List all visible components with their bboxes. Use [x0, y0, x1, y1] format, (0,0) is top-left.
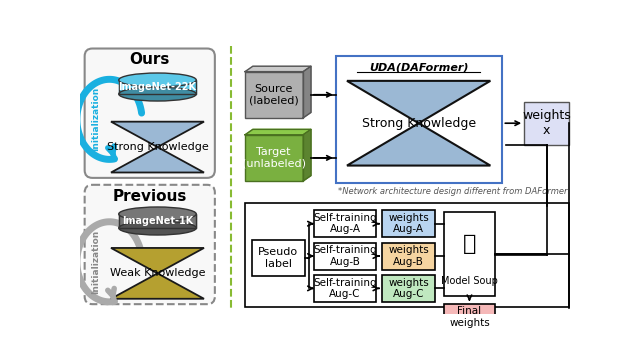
Text: weights
x: weights x: [522, 109, 571, 137]
Polygon shape: [111, 122, 204, 173]
Ellipse shape: [119, 87, 196, 101]
Text: Final
weights: Final weights: [449, 306, 490, 328]
Polygon shape: [245, 129, 311, 135]
Ellipse shape: [119, 207, 196, 221]
Text: Ours: Ours: [129, 52, 170, 67]
Bar: [245, 203, 569, 307]
Bar: [245, 72, 303, 118]
Text: weights
Aug-C: weights Aug-C: [388, 277, 429, 299]
Text: Weak Knowledge: Weak Knowledge: [109, 268, 205, 279]
Text: Strong Knowledge: Strong Knowledge: [362, 117, 476, 130]
Polygon shape: [119, 214, 196, 228]
Polygon shape: [303, 66, 311, 118]
Text: Source
(labeled): Source (labeled): [249, 84, 299, 106]
Text: Model Soup: Model Soup: [441, 276, 498, 286]
Bar: [252, 240, 305, 276]
Text: ImageNet-22K: ImageNet-22K: [118, 82, 196, 92]
Bar: [382, 275, 435, 302]
FancyBboxPatch shape: [84, 185, 215, 304]
Text: *Network architecture design different from DAFormer: *Network architecture design different f…: [338, 187, 568, 196]
Text: Initialization: Initialization: [91, 230, 100, 294]
Polygon shape: [303, 129, 311, 181]
Bar: [382, 210, 435, 237]
Polygon shape: [245, 66, 311, 72]
Bar: [245, 135, 303, 181]
Bar: [382, 243, 435, 269]
Bar: [336, 56, 502, 183]
Bar: [314, 275, 376, 302]
Text: UDA(DAFormer): UDA(DAFormer): [369, 62, 468, 72]
Text: Strong Knowledge: Strong Knowledge: [107, 142, 209, 152]
Text: 🍜: 🍜: [463, 234, 476, 254]
Text: weights
Aug-A: weights Aug-A: [388, 213, 429, 234]
Text: Previous: Previous: [113, 189, 187, 204]
Ellipse shape: [119, 221, 196, 235]
Text: Self-training
Aug-B: Self-training Aug-B: [313, 245, 377, 267]
FancyBboxPatch shape: [84, 48, 215, 178]
Text: weights
Aug-B: weights Aug-B: [388, 245, 429, 267]
Polygon shape: [111, 248, 204, 299]
Ellipse shape: [119, 73, 196, 87]
Bar: [444, 304, 495, 331]
Polygon shape: [119, 80, 196, 94]
Polygon shape: [347, 81, 490, 166]
Bar: [314, 210, 376, 237]
Bar: [524, 102, 569, 145]
Text: Self-training
Aug-A: Self-training Aug-A: [313, 213, 377, 234]
Text: Initialization: Initialization: [91, 87, 100, 151]
Text: Pseudo
label: Pseudo label: [259, 247, 298, 269]
Text: Target
(unlabeled): Target (unlabeled): [242, 147, 306, 169]
Bar: [314, 243, 376, 269]
Text: ImageNet-1K: ImageNet-1K: [122, 216, 193, 226]
Bar: [444, 212, 495, 297]
Text: Self-training
Aug-C: Self-training Aug-C: [313, 277, 377, 299]
